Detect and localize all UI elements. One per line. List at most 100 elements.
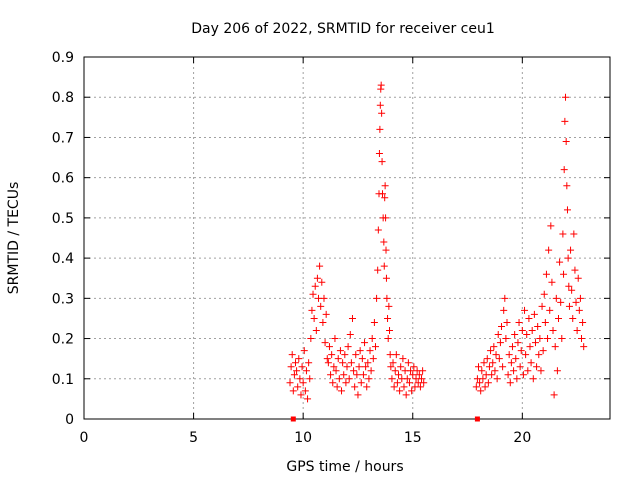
data-point: [551, 343, 559, 351]
data-point: [491, 367, 499, 375]
data-point: [490, 343, 498, 351]
y-tick-label: 0.9: [52, 50, 74, 66]
data-point: [476, 379, 484, 387]
data-point: [307, 335, 315, 343]
data-point: [386, 327, 394, 335]
data-point: [353, 371, 361, 379]
data-point: [390, 383, 398, 391]
data-point: [535, 351, 543, 359]
data-point: [376, 101, 384, 109]
data-point: [361, 339, 369, 347]
data-point: [384, 335, 392, 343]
data-point: [560, 270, 568, 278]
data-point: [572, 298, 580, 306]
data-point: [312, 327, 320, 335]
data-point: [329, 379, 337, 387]
data-point: [472, 383, 480, 391]
y-tick-label: 0.8: [52, 90, 74, 106]
data-point: [385, 302, 393, 310]
data-point: [321, 339, 329, 347]
data-point: [525, 314, 533, 322]
data-point: [351, 383, 359, 391]
data-point: [578, 335, 586, 343]
data-point: [294, 383, 302, 391]
y-tick-label: 0.2: [52, 332, 74, 348]
data-point: [338, 387, 346, 395]
data-point: [327, 371, 335, 379]
data-point: [416, 383, 424, 391]
data-point: [495, 355, 503, 363]
data-point: [561, 117, 569, 125]
data-point: [309, 290, 317, 298]
data-point: [397, 363, 405, 371]
data-point: [370, 318, 378, 326]
data-point: [297, 391, 305, 399]
data-point: [565, 302, 573, 310]
data-point: [541, 318, 549, 326]
data-point: [410, 363, 418, 371]
data-point: [475, 363, 482, 371]
data-point: [409, 371, 417, 379]
y-tick-label: 0.7: [52, 130, 74, 146]
data-point: [504, 371, 512, 379]
data-point: [391, 367, 399, 375]
data-point: [319, 318, 327, 326]
data-point: [388, 375, 396, 383]
data-point: [302, 367, 310, 375]
data-point: [418, 375, 426, 383]
data-point: [545, 246, 553, 254]
data-point: [489, 359, 497, 367]
y-tick-label: 0.4: [52, 251, 74, 267]
data-point: [299, 379, 307, 387]
data-point: [573, 327, 581, 335]
data-point: [526, 343, 534, 351]
y-tick-label: 0.3: [52, 291, 74, 307]
data-point: [322, 310, 330, 318]
data-point: [522, 351, 530, 359]
data-point: [539, 347, 547, 355]
data-point: [375, 150, 383, 158]
data-point: [381, 194, 389, 202]
data-point: [301, 387, 309, 395]
data-point: [563, 182, 571, 190]
data-point: [516, 363, 524, 371]
data-point: [501, 294, 509, 302]
data-point: [352, 351, 360, 359]
data-point: [381, 182, 389, 190]
data-point: [548, 278, 556, 286]
grid-lines: [84, 57, 610, 419]
axis-marker: [474, 416, 480, 422]
x-tick-label: 20: [513, 430, 531, 446]
data-point: [407, 367, 415, 375]
data-point: [380, 238, 388, 246]
data-point: [373, 294, 381, 302]
data-point: [565, 282, 573, 290]
data-point: [313, 274, 321, 282]
x-tick-label: 10: [294, 430, 312, 446]
data-point: [374, 266, 382, 274]
data-point: [345, 375, 353, 383]
data-point: [515, 318, 523, 326]
data-point: [328, 351, 336, 359]
axis-ticks: 0 0.1 0.2 0.3 0.4 0.5 0.6 0.7 0.8 0.9 0 5 10 15 20: [52, 50, 610, 446]
data-point: [393, 379, 401, 387]
data-point: [344, 343, 352, 351]
data-point: [506, 379, 514, 387]
data-point: [558, 335, 566, 343]
data-point: [511, 331, 519, 339]
data-point: [570, 230, 578, 238]
data-point: [323, 355, 331, 363]
axis-marker: [290, 416, 296, 422]
data-point: [488, 371, 496, 379]
data-point: [483, 355, 491, 363]
data-point: [286, 379, 294, 387]
data-point: [341, 351, 349, 359]
data-point: [574, 274, 582, 282]
data-point: [296, 375, 304, 383]
data-point: [519, 371, 527, 379]
data-point: [513, 375, 521, 383]
data-point: [542, 270, 550, 278]
data-point: [316, 262, 324, 270]
data-point: [348, 314, 356, 322]
data-point: [342, 379, 350, 387]
